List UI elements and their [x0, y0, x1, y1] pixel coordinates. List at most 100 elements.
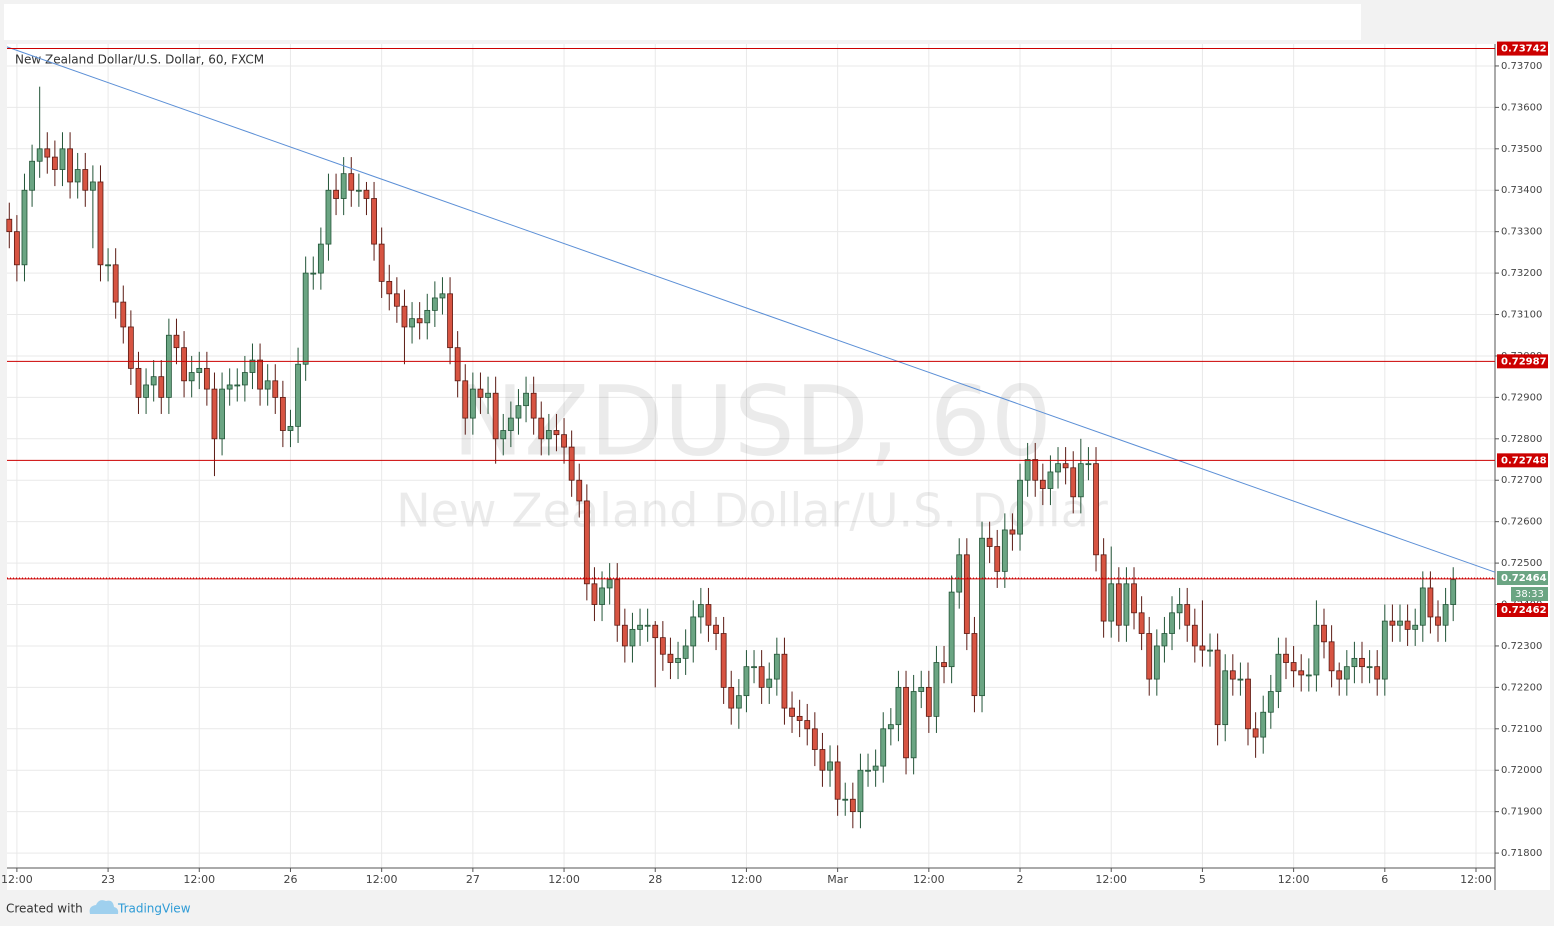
- candle-body: [994, 546, 1001, 572]
- candle-body: [1252, 728, 1259, 738]
- candle-body: [842, 798, 849, 801]
- candle-body: [29, 160, 35, 191]
- candle-body: [925, 686, 932, 717]
- candle-body: [1100, 554, 1107, 622]
- candle-body: [1009, 529, 1016, 535]
- candle-body: [127, 326, 134, 369]
- candle-body: [758, 666, 765, 688]
- candle-body: [1207, 649, 1213, 652]
- candle-body: [196, 367, 203, 373]
- candle-body: [431, 297, 438, 311]
- candle-body: [819, 749, 826, 771]
- candle-body: [903, 686, 909, 759]
- candle-body: [1085, 463, 1092, 466]
- candle-body: [378, 243, 385, 282]
- candle-body: [766, 678, 773, 688]
- x-tick-label: 12:00: [183, 873, 215, 886]
- candle-body: [112, 264, 119, 303]
- candle-body: [781, 653, 788, 709]
- candle-body: [1017, 479, 1023, 535]
- candle-body: [424, 309, 431, 324]
- candle-body: [249, 359, 256, 373]
- candle-body: [333, 189, 339, 199]
- x-tick-label: 6: [1381, 873, 1388, 886]
- candle-body: [629, 628, 636, 647]
- top-bar: [4, 4, 1361, 40]
- brand-name[interactable]: TradingView: [117, 902, 191, 916]
- candle-body: [203, 367, 210, 390]
- plot-area: [7, 44, 1495, 868]
- candle-body: [1435, 616, 1441, 626]
- candle-body: [302, 272, 309, 365]
- candle-body: [971, 633, 978, 697]
- candle-body: [1214, 649, 1221, 726]
- x-tick-label: 12:00: [366, 873, 398, 886]
- candle-body: [545, 430, 552, 440]
- x-tick-label: 23: [101, 873, 115, 886]
- countdown: 38:33: [1515, 589, 1544, 600]
- candle-body: [173, 334, 180, 349]
- candle-body: [751, 666, 757, 669]
- candle-body: [325, 189, 332, 245]
- countdown-bg: [1511, 587, 1548, 602]
- candle-body: [36, 148, 43, 162]
- candle-body: [1275, 653, 1282, 692]
- level-label-bg: [1497, 354, 1548, 369]
- candle-body: [1032, 459, 1039, 481]
- y-tick-label: 0.73200: [1501, 268, 1542, 279]
- candle-body: [120, 301, 127, 328]
- candle-body: [614, 579, 621, 626]
- candle-body: [918, 686, 925, 692]
- candle-body: [1115, 583, 1122, 626]
- x-tick-label: 12:00: [731, 873, 763, 886]
- candle-body: [1199, 645, 1206, 651]
- candle-body: [1024, 459, 1031, 481]
- candle-body: [652, 624, 659, 639]
- candle-body: [1138, 612, 1145, 634]
- candle-body: [1222, 670, 1229, 726]
- candle-body: [1419, 587, 1426, 626]
- candle-body: [1176, 604, 1183, 614]
- candle-body: [310, 272, 317, 275]
- candle-body: [887, 724, 894, 730]
- candle-body: [1260, 711, 1267, 738]
- candle-body: [1245, 678, 1251, 730]
- candle-body: [1305, 674, 1312, 677]
- candle-body: [865, 769, 871, 772]
- candle-body: [492, 392, 499, 440]
- candle-body: [948, 591, 955, 668]
- candle-body: [743, 666, 750, 697]
- candle-body: [811, 728, 818, 750]
- y-tick-label: 0.73700: [1501, 61, 1542, 72]
- candle-body: [363, 189, 370, 199]
- candle-body: [1237, 678, 1244, 681]
- candle-body: [219, 388, 225, 440]
- candle-body: [804, 720, 811, 730]
- candle-body: [1389, 620, 1396, 626]
- y-tick-label: 0.72200: [1501, 682, 1542, 693]
- candle-body: [1093, 463, 1099, 556]
- candle-body: [1161, 633, 1168, 647]
- level-label-bg: [1497, 453, 1548, 468]
- candle-body: [348, 173, 355, 191]
- grid: [7, 44, 1495, 868]
- candle-body: [1427, 587, 1434, 618]
- y-tick-label: 0.72900: [1501, 392, 1542, 403]
- candle-body: [933, 662, 940, 717]
- x-tick-label: 5: [1199, 873, 1206, 886]
- candle-body: [796, 715, 803, 721]
- level-label: 0.72987: [1501, 356, 1547, 367]
- level-label: 0.72748: [1501, 455, 1547, 466]
- x-tick-label: 2: [1017, 873, 1024, 886]
- last-price-label-bg: [1497, 571, 1548, 586]
- candle-body: [1412, 624, 1419, 630]
- chart-title: New Zealand Dollar/U.S. Dollar, 60, FXCM: [15, 53, 264, 67]
- brand-logo: [89, 900, 119, 914]
- y-tick-label: 0.73400: [1501, 185, 1542, 196]
- candle-body: [1283, 653, 1289, 663]
- candle-body: [279, 396, 286, 431]
- candle-body: [713, 624, 719, 634]
- candle-body: [89, 181, 96, 191]
- candle-body: [1404, 620, 1411, 630]
- x-tick-label: 12:00: [1278, 873, 1310, 886]
